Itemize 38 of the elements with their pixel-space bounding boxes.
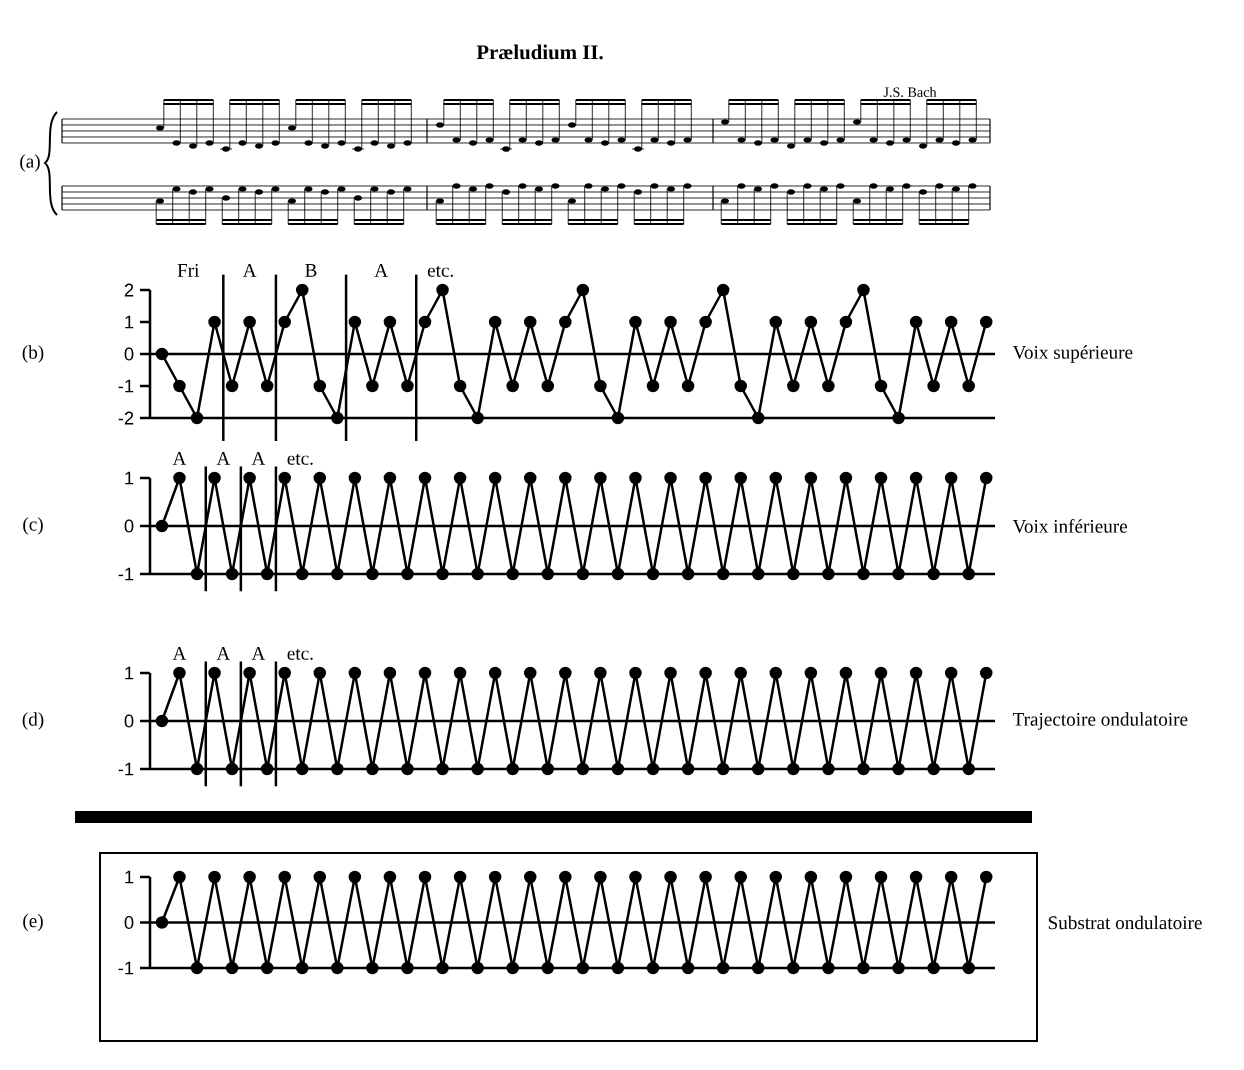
text: Fri xyxy=(177,263,200,277)
text: (b) xyxy=(22,345,44,363)
text: (c) xyxy=(23,517,43,535)
text: A xyxy=(216,647,231,660)
text: etc. xyxy=(287,648,313,660)
series-label: Voix inférieure xyxy=(1012,519,1128,533)
y-tick-label: -1 xyxy=(118,567,134,581)
text: A xyxy=(172,452,187,465)
text: Præludium II. xyxy=(476,44,603,60)
y-tick-label: -1 xyxy=(118,961,134,975)
y-tick-label: -1 xyxy=(118,379,134,393)
text: A xyxy=(172,647,187,660)
series-label: Voix supérieure xyxy=(1012,345,1133,363)
text: A xyxy=(251,452,266,465)
text: J.S. Bach xyxy=(883,86,937,98)
y-tick-label: -2 xyxy=(118,411,134,425)
text: A xyxy=(242,264,257,277)
y-tick-label: 1 xyxy=(125,870,134,884)
text: etc. xyxy=(427,265,454,277)
y-tick-label: 2 xyxy=(124,283,134,297)
series-label: Trajectoire ondulatoire xyxy=(1012,712,1188,730)
text: A xyxy=(216,452,231,465)
text: (e) xyxy=(23,913,43,932)
y-tick-label: 0 xyxy=(124,519,134,533)
y-tick-label: 1 xyxy=(125,471,134,485)
y-tick-label: 0 xyxy=(124,347,134,361)
y-tick-label: 0 xyxy=(124,916,134,929)
text: etc. xyxy=(287,453,313,465)
text: (d) xyxy=(22,712,44,730)
y-tick-label: -1 xyxy=(118,762,134,776)
y-tick-label: 1 xyxy=(125,315,134,329)
text: Substrat ondulatoire xyxy=(1048,915,1202,930)
y-tick-label: 1 xyxy=(125,666,134,680)
text: B xyxy=(305,264,317,277)
text: A xyxy=(374,264,388,277)
text: (a) xyxy=(20,154,40,172)
y-tick-label: 0 xyxy=(124,714,134,728)
text: A xyxy=(251,647,266,660)
